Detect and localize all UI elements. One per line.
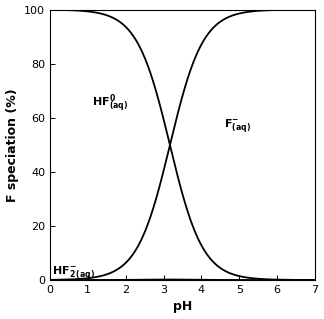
X-axis label: pH: pH	[173, 300, 192, 314]
Text: $\mathbf{HF^{-}_{2\,(aq)}}$: $\mathbf{HF^{-}_{2\,(aq)}}$	[52, 264, 95, 282]
Y-axis label: F speciation (%): F speciation (%)	[6, 88, 18, 202]
Text: $\mathbf{F^{-}_{(aq)}}$: $\mathbf{F^{-}_{(aq)}}$	[224, 117, 251, 135]
Text: $\mathbf{HF^{0}_{(aq)}}$: $\mathbf{HF^{0}_{(aq)}}$	[92, 93, 128, 115]
